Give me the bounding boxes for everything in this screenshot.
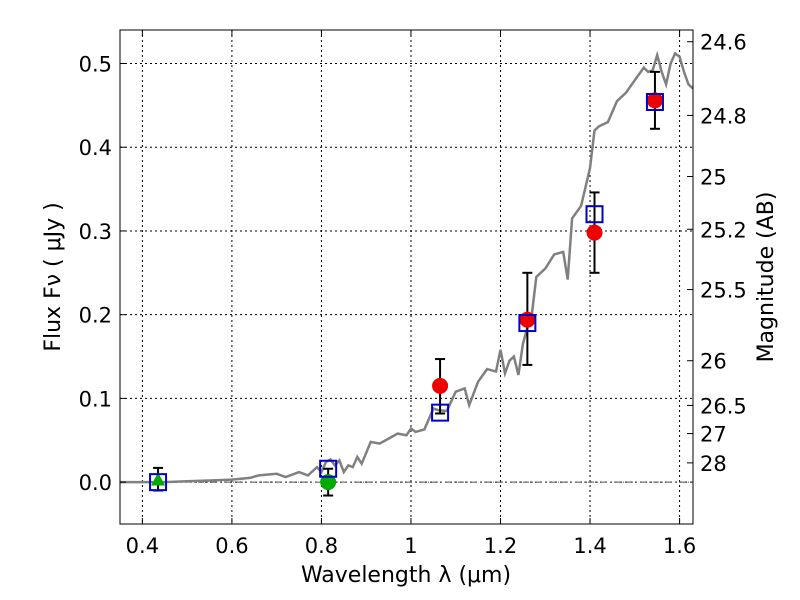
y2-tick-label: 28 <box>700 452 727 476</box>
y-tick-label: 0.1 <box>79 387 112 411</box>
x-tick-label: 0.8 <box>305 534 338 558</box>
green-triangle-point <box>151 472 166 486</box>
model-spectrum-line <box>120 50 694 484</box>
x-tick-label: 1.2 <box>484 534 517 558</box>
x-tick-label: 0.4 <box>126 534 159 558</box>
red-circle-point <box>432 377 449 394</box>
red-circle-point <box>646 92 663 109</box>
y-tick-label: 0.5 <box>79 52 112 76</box>
data-points <box>149 92 664 492</box>
y-tick-label: 0.0 <box>79 471 112 495</box>
y2-axis-label: Magnitude (AB) <box>754 192 779 363</box>
plot-frame <box>119 29 694 525</box>
x-tick-label: 1.4 <box>573 534 606 558</box>
x-tick-label: 1.6 <box>663 534 696 558</box>
blue-square-point <box>149 473 168 492</box>
y-tick-label: 0.4 <box>79 136 112 160</box>
axis-ticks: 0.4 0.6 0.8 1 1.2 1.4 1.6 0.0 0.1 0.2 0.3 0.4 0.5 24.… <box>79 30 747 558</box>
blue-square-point <box>585 205 604 224</box>
y2-tick-label: 24.8 <box>700 104 747 128</box>
x-tick-label: 0.6 <box>215 534 248 558</box>
y2-tick-label: 25.2 <box>700 218 747 242</box>
green-circle-point <box>320 474 337 491</box>
y2-tick-label: 25 <box>700 166 727 190</box>
y2-tick-label: 26 <box>700 350 727 374</box>
y2-tick-label: 27 <box>700 423 727 447</box>
blue-square-point <box>319 459 338 478</box>
grid-lines <box>120 30 693 524</box>
y2-tick-label: 25.5 <box>700 279 747 303</box>
y-tick-label: 0.3 <box>79 220 112 244</box>
y2-tick-label: 24.6 <box>700 31 747 55</box>
x-axis-label: Wavelength λ (μm) <box>301 563 511 588</box>
blue-square-point <box>645 93 664 112</box>
red-circle-point <box>586 224 603 241</box>
y2-tick-label: 26.5 <box>700 394 747 418</box>
blue-square-point <box>431 403 450 422</box>
blue-square-point <box>518 314 537 333</box>
x-tick-label: 1 <box>404 534 417 558</box>
y-tick-label: 0.2 <box>79 304 112 328</box>
y-axis-label: Flux Fν ( μJy ) <box>41 202 66 351</box>
